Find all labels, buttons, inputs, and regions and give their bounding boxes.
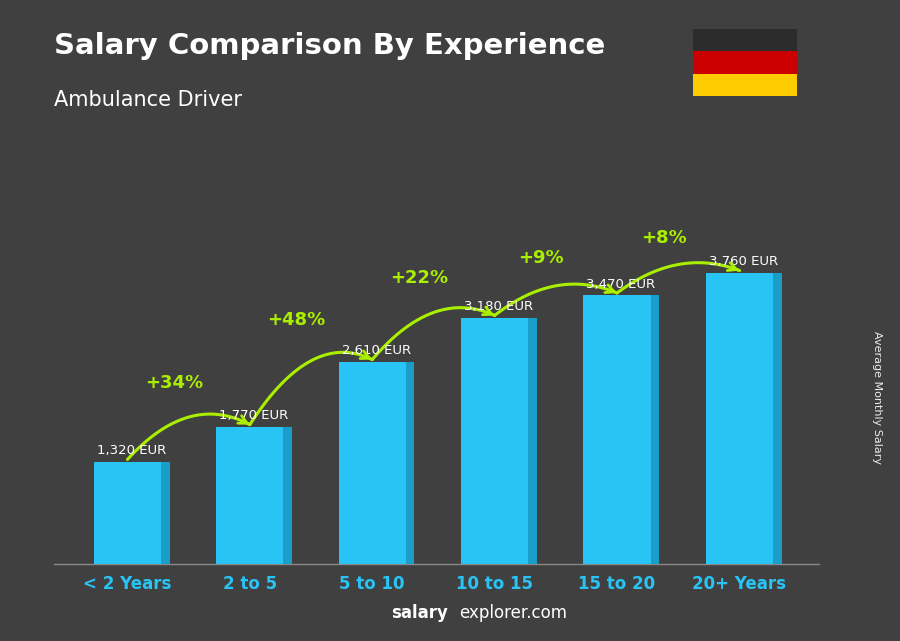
Bar [216, 427, 284, 564]
Bar [461, 318, 528, 564]
Text: +22%: +22% [390, 269, 448, 287]
Text: 2,610 EUR: 2,610 EUR [342, 344, 410, 357]
Bar [693, 74, 796, 96]
Text: Salary Comparison By Experience: Salary Comparison By Experience [54, 32, 605, 60]
Text: Average Monthly Salary: Average Monthly Salary [872, 331, 883, 464]
Bar [693, 51, 796, 74]
Polygon shape [528, 318, 537, 564]
Text: 3,760 EUR: 3,760 EUR [709, 255, 778, 268]
Text: salary: salary [392, 604, 448, 622]
Polygon shape [406, 362, 415, 564]
Text: 3,180 EUR: 3,180 EUR [464, 300, 533, 313]
Text: 1,320 EUR: 1,320 EUR [97, 444, 166, 457]
Polygon shape [773, 273, 782, 564]
Text: +48%: +48% [267, 311, 326, 329]
Text: +8%: +8% [641, 229, 687, 247]
Text: explorer.com: explorer.com [459, 604, 567, 622]
Bar [693, 29, 796, 51]
Polygon shape [161, 462, 170, 564]
Bar [706, 273, 773, 564]
Text: 3,470 EUR: 3,470 EUR [587, 278, 655, 290]
Bar [583, 296, 651, 564]
Polygon shape [284, 427, 292, 564]
Text: Ambulance Driver: Ambulance Driver [54, 90, 242, 110]
Text: +34%: +34% [145, 374, 203, 392]
Text: 1,770 EUR: 1,770 EUR [220, 410, 289, 422]
Text: +9%: +9% [518, 249, 564, 267]
Bar [338, 362, 406, 564]
Polygon shape [651, 296, 660, 564]
Bar [94, 462, 161, 564]
